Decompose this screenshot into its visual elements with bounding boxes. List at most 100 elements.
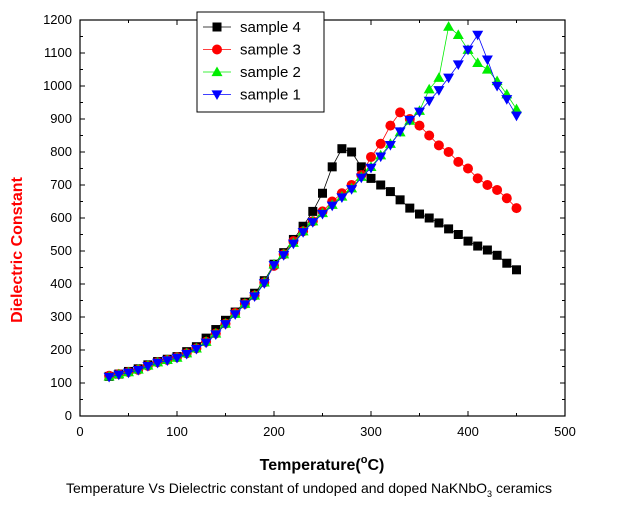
data-point <box>190 344 202 355</box>
data-point <box>355 173 367 184</box>
x-axis-title-superscript: o <box>361 454 368 466</box>
caption-subscript: 3 <box>487 488 493 499</box>
data-point <box>268 261 280 271</box>
x-tick-label: 300 <box>360 424 382 439</box>
data-point <box>463 163 473 174</box>
data-point <box>424 213 434 223</box>
data-point <box>317 209 328 220</box>
x-tick-label: 200 <box>263 424 285 439</box>
data-point <box>103 372 115 383</box>
data-point <box>181 349 193 360</box>
x-axis-title: Temperature(oC) <box>260 454 385 474</box>
data-marks <box>103 21 522 383</box>
data-point <box>384 140 396 151</box>
data-point <box>385 187 395 197</box>
x-tick-label: 400 <box>457 424 479 439</box>
data-point <box>307 218 319 228</box>
y-tick-label: 700 <box>50 177 72 192</box>
data-point <box>405 203 415 213</box>
caption-text-end: ceramics <box>492 480 552 496</box>
data-point <box>375 138 386 149</box>
data-point <box>318 188 327 198</box>
y-tick-label: 1000 <box>43 78 72 93</box>
data-point <box>376 180 386 190</box>
series-sample-1 <box>103 30 522 383</box>
data-point <box>337 144 347 154</box>
y-tick-label: 600 <box>50 210 72 225</box>
data-point <box>414 107 425 118</box>
data-point <box>142 362 154 372</box>
data-point <box>443 73 455 84</box>
data-point <box>462 45 474 56</box>
data-point <box>502 258 512 268</box>
legend-label: sample 2 <box>240 64 301 81</box>
series-line <box>109 148 517 377</box>
data-point <box>152 358 164 369</box>
data-point <box>512 265 521 275</box>
data-point <box>258 279 270 289</box>
y-tick-label: 0 <box>65 408 72 423</box>
data-point <box>433 86 445 96</box>
data-point <box>171 353 183 364</box>
data-point <box>404 115 416 126</box>
data-point <box>366 173 376 183</box>
data-point <box>356 162 366 172</box>
data-point <box>161 356 173 367</box>
series-line <box>109 111 517 377</box>
data-point <box>511 111 522 122</box>
data-point <box>482 180 493 190</box>
figure-caption: Temperature Vs Dielectric constant of un… <box>0 480 618 499</box>
data-point <box>491 81 503 92</box>
data-point <box>453 156 464 167</box>
data-point <box>287 239 299 250</box>
data-point <box>220 320 231 330</box>
dielectric-chart: 0 100 200 300 400 500 0 100 200 300 400 500 600 700 80… <box>9 11 576 474</box>
data-point <box>132 366 144 376</box>
data-point <box>433 140 444 151</box>
y-tick-label: 1200 <box>43 12 72 27</box>
data-point <box>501 193 512 204</box>
y-tick-label: 900 <box>50 111 72 126</box>
data-point <box>492 184 503 195</box>
data-point <box>395 195 405 205</box>
data-point <box>453 230 463 239</box>
data-point <box>481 64 493 74</box>
data-point <box>278 251 290 261</box>
data-point <box>472 173 483 184</box>
data-point <box>346 185 358 195</box>
data-point <box>297 228 309 238</box>
data-point <box>385 120 396 131</box>
legend-marker <box>212 44 222 55</box>
data-point <box>472 57 484 68</box>
x-axis-title-text: Temperature( <box>260 457 362 474</box>
x-axis-title-unit: C) <box>367 457 384 474</box>
caption-text: Temperature Vs Dielectric constant of un… <box>66 480 488 496</box>
legend-marker <box>212 22 222 32</box>
data-point <box>501 95 513 105</box>
data-point <box>482 245 492 255</box>
x-tick-label: 500 <box>554 424 576 439</box>
data-point <box>200 338 212 349</box>
legend-marker <box>211 66 223 77</box>
data-point <box>473 241 483 251</box>
legend-label: sample 1 <box>240 87 301 104</box>
data-point <box>210 330 222 340</box>
data-point <box>239 300 251 310</box>
data-point <box>463 236 473 246</box>
data-point <box>113 370 125 381</box>
data-point <box>414 120 425 131</box>
legend-marker <box>211 90 223 100</box>
data-point <box>326 201 338 212</box>
data-point <box>308 206 318 216</box>
data-point <box>365 163 377 174</box>
data-point <box>423 96 435 107</box>
data-point <box>415 209 424 219</box>
data-point <box>229 310 241 320</box>
axes: 0 100 200 300 400 500 0 100 200 300 400 500 600 700 80… <box>43 12 576 439</box>
y-tick-label: 400 <box>50 276 72 291</box>
data-point <box>366 151 376 162</box>
y-tick-label: 300 <box>50 309 72 324</box>
data-point <box>511 203 522 214</box>
data-point <box>347 147 357 157</box>
data-point <box>492 250 502 260</box>
